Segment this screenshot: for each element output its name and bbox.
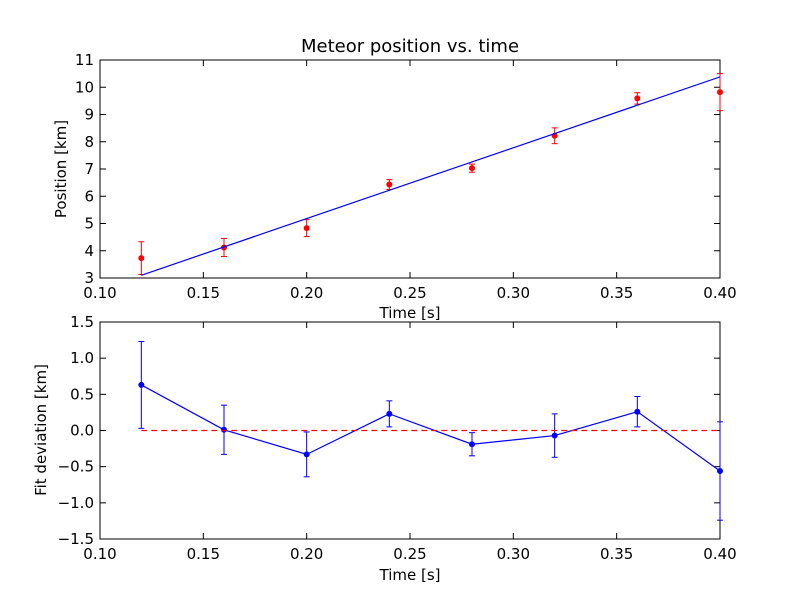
data-point (717, 89, 723, 96)
deviation-plot: Time [s] Fit deviation [km] 0.10 0.15 0.20… (32, 313, 737, 584)
x-tick-label: 0.20 (290, 284, 323, 302)
y-tick-label: 5 (84, 215, 94, 233)
data-point (469, 165, 475, 172)
y-axis-label: Fit deviation [km] (32, 364, 50, 496)
y-tick-label: −1.5 (58, 530, 94, 548)
y-tick-label: 10 (75, 78, 94, 96)
x-tick-label: 0.15 (187, 284, 220, 302)
y-tick-label: 1.5 (70, 313, 94, 331)
x-tick-label: 0.30 (497, 284, 530, 302)
deviation-line (141, 384, 721, 472)
data-point (634, 408, 641, 415)
data-point (634, 95, 641, 102)
y-tick-label: 0.0 (70, 422, 94, 440)
fit-line (141, 76, 720, 276)
x-tick-label: 0.15 (187, 545, 220, 563)
chart-title: Meteor position vs. time (301, 36, 519, 57)
y-tick-label: 8 (84, 133, 94, 151)
data-point (303, 225, 310, 232)
data-point (717, 468, 723, 475)
x-tick-label: 0.30 (497, 545, 530, 563)
data-point (551, 432, 558, 439)
y-tick-label: 0.5 (70, 385, 94, 403)
y-tick-label: 11 (75, 51, 94, 69)
data-point (386, 410, 393, 417)
data-point (303, 451, 310, 458)
x-axis-label: Time [s] (379, 304, 441, 322)
x-tick-label: 0.10 (83, 545, 116, 563)
y-tick-label: −0.5 (58, 458, 94, 476)
y-tick-label: 3 (84, 269, 94, 287)
x-tick-label: 0.40 (703, 284, 736, 302)
data-point (138, 381, 145, 388)
y-tick-label: 6 (84, 187, 94, 205)
data-point (386, 181, 393, 188)
y-tick-label: −1.0 (58, 494, 94, 512)
y-tick-label: 4 (84, 242, 94, 260)
x-tick-label: 0.20 (290, 545, 323, 563)
data-point (138, 255, 145, 262)
y-tick-label: 7 (84, 160, 94, 178)
x-tick-label: 0.25 (393, 284, 426, 302)
x-tick-label: 0.35 (600, 284, 633, 302)
y-tick-label: 1.0 (70, 349, 94, 367)
y-tick-label: 9 (84, 106, 94, 124)
data-point (469, 441, 475, 448)
position-plot-area (99, 59, 721, 279)
x-tick-label: 0.25 (393, 545, 426, 563)
x-tick-label: 0.10 (83, 284, 116, 302)
x-tick-label: 0.35 (600, 545, 633, 563)
x-axis-label: Time [s] (379, 566, 441, 584)
x-tick-label: 0.40 (703, 545, 736, 563)
data-point (221, 426, 227, 433)
y-axis-label: Position [km] (52, 120, 70, 218)
position-plot: Meteor position vs. time Time [s] Positi… (52, 36, 737, 322)
